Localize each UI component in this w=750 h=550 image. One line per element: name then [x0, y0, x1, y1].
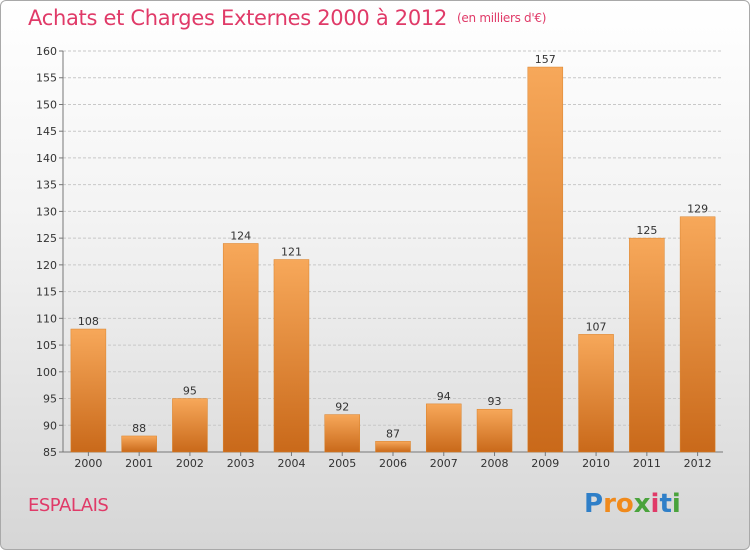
data-label: 93	[488, 395, 502, 408]
bar	[679, 216, 716, 453]
x-tick-label: 2012	[684, 457, 712, 470]
bar	[375, 441, 411, 453]
data-label: 121	[281, 246, 302, 259]
x-tick-label: 2001	[125, 457, 153, 470]
x-tick-label: 2007	[430, 457, 458, 470]
data-label: 94	[437, 390, 451, 403]
y-tick-label: 155	[36, 72, 57, 85]
x-tick-label: 2010	[582, 457, 610, 470]
y-tick-label: 115	[36, 286, 57, 299]
y-tick-label: 95	[43, 393, 57, 406]
y-tick-label: 145	[36, 125, 57, 138]
chart-unit: (en milliers d'€)	[457, 11, 547, 25]
y-tick-label: 160	[36, 45, 57, 58]
y-tick-label: 100	[36, 366, 57, 379]
data-label: 107	[586, 320, 607, 333]
bar	[629, 237, 665, 453]
data-label: 157	[535, 53, 556, 66]
logo-letter: i	[671, 489, 681, 519]
logo-letter: r	[603, 489, 616, 519]
y-tick-label: 140	[36, 152, 57, 165]
bar	[273, 259, 310, 453]
y-tick-label: 105	[36, 339, 57, 352]
logo-letter: t	[659, 489, 672, 519]
x-tick-label: 2008	[481, 457, 509, 470]
bar	[324, 414, 360, 453]
x-tick-label: 2002	[176, 457, 204, 470]
logo-letter: i	[650, 489, 660, 519]
bar	[172, 398, 208, 453]
bar	[426, 403, 462, 453]
x-tick-label: 2000	[74, 457, 102, 470]
chart-title: Achats et Charges Externes 2000 à 2012 (e…	[28, 6, 546, 30]
x-tick-label: 2003	[227, 457, 255, 470]
data-label: 108	[78, 315, 99, 328]
bar	[476, 408, 513, 453]
logo-letter: x	[633, 489, 651, 519]
bar	[578, 334, 614, 453]
bar	[527, 66, 564, 453]
y-tick-label: 120	[36, 259, 57, 272]
x-tick-label: 2006	[379, 457, 407, 470]
city-name: ESPALAIS	[28, 495, 109, 516]
data-label: 124	[230, 229, 251, 242]
data-label: 92	[335, 401, 349, 414]
y-tick-label: 125	[36, 232, 57, 245]
x-tick-label: 2011	[633, 457, 661, 470]
data-label: 87	[386, 427, 400, 440]
logo-letter: o	[615, 489, 634, 519]
bar	[222, 243, 259, 453]
data-label: 125	[636, 224, 657, 237]
y-tick-label: 85	[43, 446, 57, 459]
data-label: 95	[183, 385, 197, 398]
x-tick-label: 2009	[531, 457, 559, 470]
proxiti-logo: Proxiti	[584, 489, 681, 519]
y-tick-label: 90	[43, 419, 57, 432]
logo-letter: P	[584, 489, 604, 519]
bar	[70, 328, 107, 453]
y-tick-label: 135	[36, 179, 57, 192]
x-tick-label: 2005	[328, 457, 356, 470]
data-label: 129	[687, 203, 708, 216]
data-label: 88	[132, 422, 146, 435]
chart-title-text: Achats et Charges Externes 2000 à 2012	[28, 6, 448, 30]
y-tick-label: 150	[36, 98, 57, 111]
bar	[121, 435, 157, 453]
y-tick-label: 110	[36, 312, 57, 325]
x-tick-label: 2004	[277, 457, 305, 470]
y-tick-label: 130	[36, 205, 57, 218]
